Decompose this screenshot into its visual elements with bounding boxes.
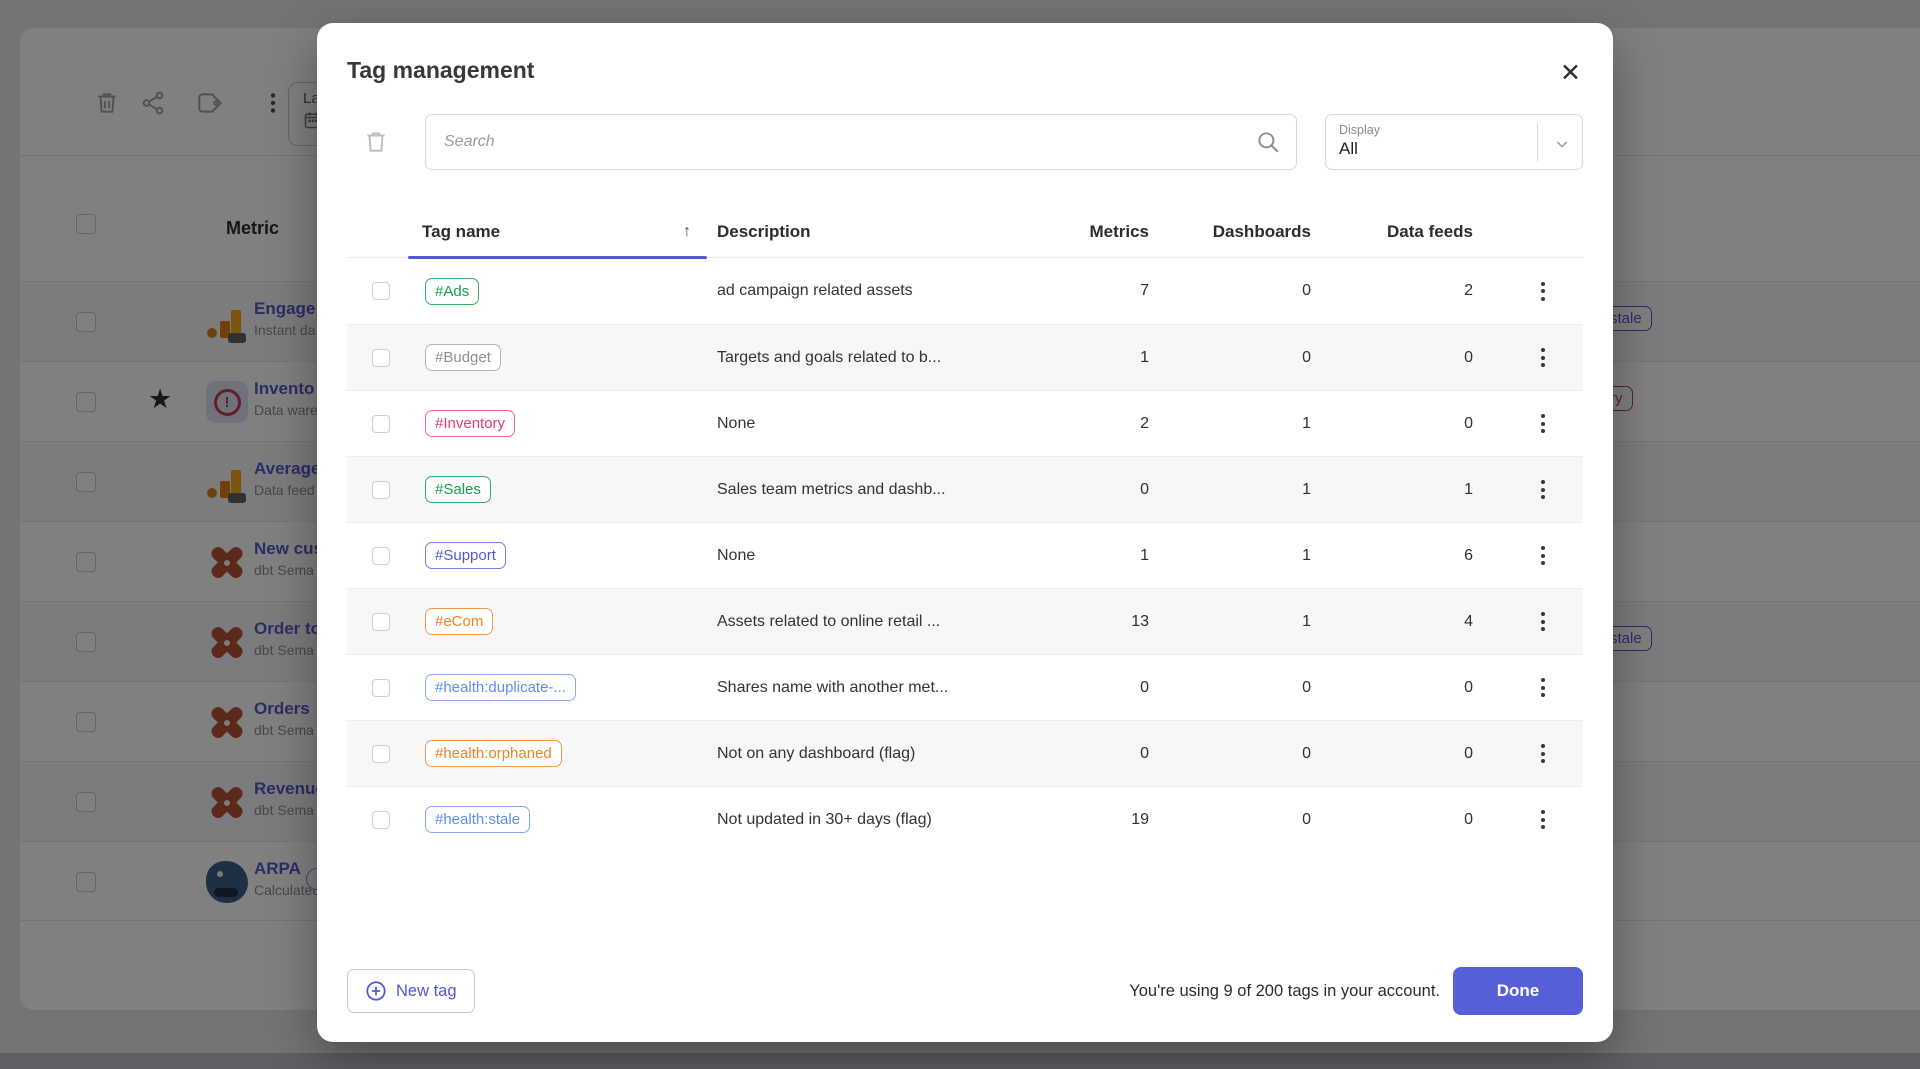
display-filter-value: All	[1339, 139, 1582, 159]
modal-title: Tag management	[347, 57, 534, 84]
display-filter-select[interactable]: Display All	[1325, 114, 1583, 170]
plus-circle-icon	[365, 980, 387, 1002]
column-header-data-feeds[interactable]: Data feeds	[1341, 222, 1503, 242]
tag-badge[interactable]: #Sales	[425, 476, 491, 503]
metrics-count: 0	[1069, 679, 1179, 697]
tag-row: #health:duplicate-... Shares name with a…	[347, 654, 1583, 720]
data-feeds-count: 2	[1341, 282, 1503, 300]
sorted-column-indicator	[408, 256, 707, 259]
tag-row: #Ads ad campaign related assets 7 0 2	[347, 258, 1583, 324]
data-feeds-count: 6	[1341, 547, 1503, 565]
tag-row: #Sales Sales team metrics and dashb... 0…	[347, 456, 1583, 522]
data-feeds-count: 0	[1341, 679, 1503, 697]
row-menu-kebab-icon[interactable]	[1531, 474, 1555, 505]
column-header-metrics[interactable]: Metrics	[1069, 222, 1179, 242]
row-menu-kebab-icon[interactable]	[1531, 606, 1555, 637]
row-checkbox[interactable]	[372, 481, 390, 499]
metrics-count: 2	[1069, 415, 1179, 433]
data-feeds-count: 0	[1341, 349, 1503, 367]
row-checkbox[interactable]	[372, 613, 390, 631]
tag-usage-text: You're using 9 of 200 tags in your accou…	[1129, 982, 1440, 1001]
tag-description: Not updated in 30+ days (flag)	[707, 811, 1069, 829]
data-feeds-count: 0	[1341, 415, 1503, 433]
tag-description: Assets related to online retail ...	[707, 613, 1069, 631]
row-menu-kebab-icon[interactable]	[1531, 342, 1555, 373]
data-feeds-count: 0	[1341, 745, 1503, 763]
tag-description: Targets and goals related to b...	[707, 349, 1069, 367]
data-feeds-count: 1	[1341, 481, 1503, 499]
tags-table-header: Tag name ↑ Description Metrics Dashboard…	[347, 206, 1583, 258]
metrics-count: 1	[1069, 547, 1179, 565]
dashboards-count: 0	[1179, 745, 1341, 763]
dashboards-count: 1	[1179, 415, 1341, 433]
delete-tags-icon[interactable]	[363, 129, 389, 155]
tag-description: Shares name with another met...	[707, 679, 1069, 697]
row-checkbox[interactable]	[372, 282, 390, 300]
row-menu-kebab-icon[interactable]	[1531, 672, 1555, 703]
row-checkbox[interactable]	[372, 349, 390, 367]
row-checkbox[interactable]	[372, 679, 390, 697]
chevron-down-icon	[1554, 136, 1570, 152]
row-menu-kebab-icon[interactable]	[1531, 804, 1555, 835]
search-input[interactable]	[425, 114, 1297, 170]
tag-badge[interactable]: #Support	[425, 542, 506, 569]
dashboards-count: 1	[1179, 547, 1341, 565]
tag-badge[interactable]: #Ads	[425, 278, 479, 305]
tag-badge[interactable]: #health:duplicate-...	[425, 674, 576, 701]
tag-row: #Support None 1 1 6	[347, 522, 1583, 588]
column-header-description[interactable]: Description	[707, 222, 1069, 242]
metrics-count: 7	[1069, 282, 1179, 300]
sort-ascending-icon[interactable]: ↑	[683, 223, 691, 241]
column-header-dashboards[interactable]: Dashboards	[1179, 222, 1341, 242]
tag-badge[interactable]: #eCom	[425, 608, 493, 635]
row-menu-kebab-icon[interactable]	[1531, 738, 1555, 769]
dashboards-count: 1	[1179, 613, 1341, 631]
tag-description: Not on any dashboard (flag)	[707, 745, 1069, 763]
tag-row: #Budget Targets and goals related to b..…	[347, 324, 1583, 390]
metrics-count: 19	[1069, 811, 1179, 829]
new-tag-button[interactable]: New tag	[347, 969, 475, 1013]
metrics-count: 0	[1069, 481, 1179, 499]
dashboards-count: 1	[1179, 481, 1341, 499]
tag-row: #Inventory None 2 1 0	[347, 390, 1583, 456]
dashboards-count: 0	[1179, 811, 1341, 829]
row-checkbox[interactable]	[372, 415, 390, 433]
search-icon	[1255, 129, 1281, 155]
tag-management-modal: Tag management ✕ Display All Tag name ↑	[317, 23, 1613, 1042]
tag-description: Sales team metrics and dashb...	[707, 481, 1069, 499]
dashboards-count: 0	[1179, 679, 1341, 697]
dashboards-count: 0	[1179, 282, 1341, 300]
row-checkbox[interactable]	[372, 811, 390, 829]
dashboards-count: 0	[1179, 349, 1341, 367]
tag-row: #health:orphaned Not on any dashboard (f…	[347, 720, 1583, 786]
metrics-count: 1	[1069, 349, 1179, 367]
tag-badge[interactable]: #health:stale	[425, 806, 530, 833]
tag-row: #eCom Assets related to online retail ..…	[347, 588, 1583, 654]
tag-badge[interactable]: #health:orphaned	[425, 740, 562, 767]
display-filter-label: Display	[1339, 123, 1582, 137]
row-checkbox[interactable]	[372, 547, 390, 565]
row-menu-kebab-icon[interactable]	[1531, 540, 1555, 571]
tag-badge[interactable]: #Inventory	[425, 410, 515, 437]
done-button[interactable]: Done	[1453, 967, 1583, 1015]
tag-row: #health:stale Not updated in 30+ days (f…	[347, 786, 1583, 852]
tag-description: ad campaign related assets	[707, 282, 1069, 300]
tag-description: None	[707, 415, 1069, 433]
select-divider	[1537, 123, 1538, 161]
close-icon[interactable]: ✕	[1560, 61, 1581, 86]
tag-badge[interactable]: #Budget	[425, 344, 501, 371]
tag-description: None	[707, 547, 1069, 565]
row-checkbox[interactable]	[372, 745, 390, 763]
new-tag-label: New tag	[396, 982, 457, 1001]
metrics-count: 0	[1069, 745, 1179, 763]
data-feeds-count: 0	[1341, 811, 1503, 829]
metrics-count: 13	[1069, 613, 1179, 631]
row-menu-kebab-icon[interactable]	[1531, 408, 1555, 439]
data-feeds-count: 4	[1341, 613, 1503, 631]
row-menu-kebab-icon[interactable]	[1531, 276, 1555, 307]
column-header-tag-name[interactable]: Tag name ↑	[408, 222, 707, 242]
